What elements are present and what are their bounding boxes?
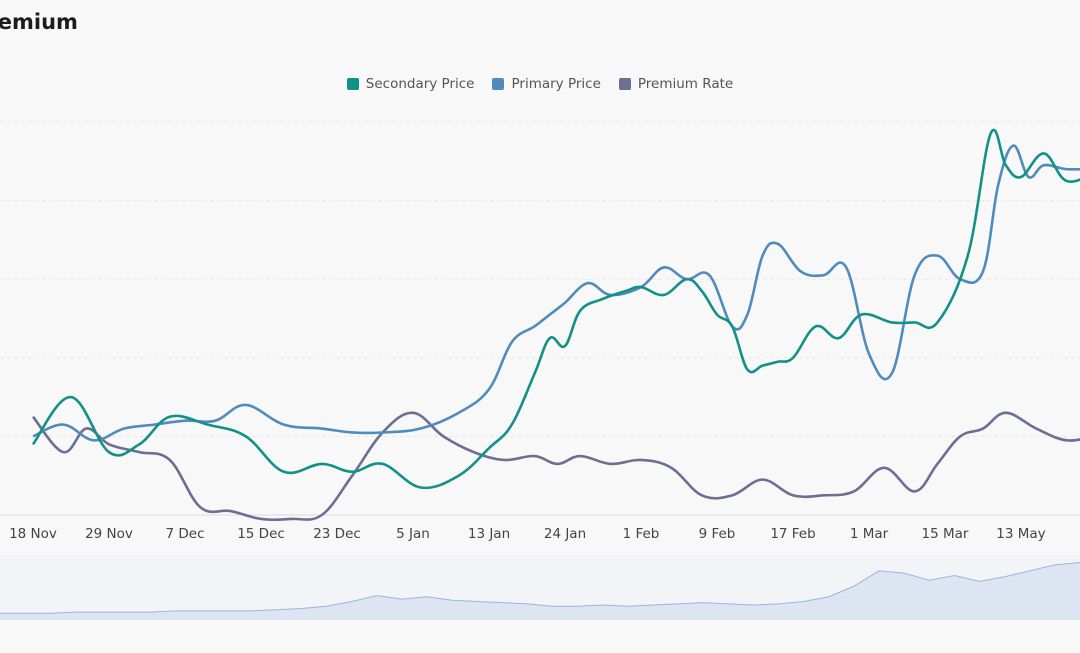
legend-item-premium-rate[interactable]: Premium Rate	[618, 76, 734, 92]
chart-legend: Secondary Price Primary Price Premium Ra…	[0, 76, 1080, 92]
legend-label-primary: Primary Price	[511, 76, 601, 92]
navigator-line	[0, 562, 1080, 614]
range-navigator[interactable]	[0, 555, 1080, 620]
legend-swatch-secondary	[346, 78, 359, 90]
chart-title: Premium	[0, 10, 78, 34]
x-tick-label: 15 Mar	[922, 526, 969, 542]
x-axis: 18 Nov 29 Nov 7 Dec 15 Dec 23 Dec 5 Jan 13 Jan…	[9, 526, 1046, 542]
x-tick-label: 13 Jan	[468, 526, 510, 542]
series-line-primary-price[interactable]	[32, 144, 1080, 442]
legend-item-secondary-price[interactable]: Secondary Price	[346, 76, 475, 92]
x-tick-label: 5 Jan	[396, 526, 430, 542]
legend-swatch-primary	[492, 78, 505, 90]
x-tick-label: 15 Dec	[237, 526, 285, 542]
x-tick-label: 1 Feb	[623, 526, 660, 542]
x-tick-label: 18 Nov	[9, 526, 57, 542]
legend-swatch-premium	[618, 78, 631, 90]
x-tick-label: 7 Dec	[165, 526, 204, 542]
x-tick-label: 24 Jan	[544, 526, 586, 542]
x-tick-label: 13 May	[996, 526, 1045, 542]
x-tick-label: 29 Nov	[85, 526, 133, 542]
legend-label-secondary: Secondary Price	[365, 76, 475, 92]
legend-item-primary-price[interactable]: Primary Price	[492, 76, 601, 92]
x-tick-label: 9 Feb	[699, 526, 736, 542]
series-line-premium-rate[interactable]	[31, 411, 1080, 522]
series-lines	[31, 128, 1080, 522]
x-tick-label: 1 Mar	[850, 526, 889, 542]
navigator-area	[0, 562, 1080, 620]
x-tick-label: 17 Feb	[770, 526, 815, 542]
gridlines	[0, 121, 1080, 516]
x-tick-label: 23 Dec	[313, 526, 361, 542]
legend-label-premium: Premium Rate	[637, 76, 734, 92]
series-line-secondary-price[interactable]	[31, 128, 1080, 490]
